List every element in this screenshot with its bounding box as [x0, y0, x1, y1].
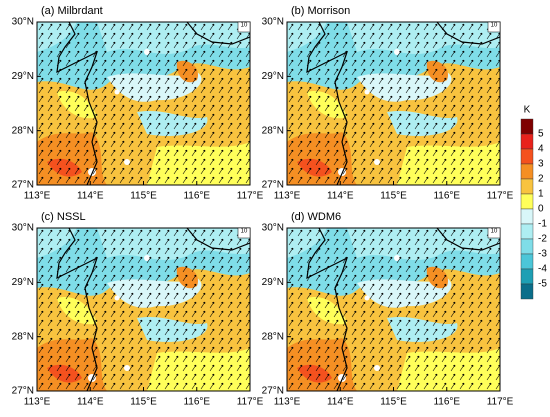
- x-tick-label: 114°E: [77, 191, 104, 202]
- y-tick-label: 30°N: [12, 223, 34, 234]
- y-tick-label: 27°N: [262, 180, 284, 191]
- colorbar-swatch: [520, 133, 534, 150]
- colorbar-label: 0: [538, 204, 544, 215]
- x-tick-label: 115°E: [130, 191, 157, 202]
- colorbar-swatch: [520, 223, 534, 240]
- colorbar-label: -3: [538, 249, 547, 260]
- map-panel: (b) Morrison 10 113°E 114°E 115°E 116°E 117°E 2…: [262, 5, 514, 202]
- x-tick-label: 117°E: [487, 191, 514, 202]
- colorbar-label: -4: [538, 264, 547, 275]
- x-tick-label: 116°E: [433, 191, 460, 202]
- colorbar-unit: K: [524, 105, 531, 116]
- colorbar-swatch: [520, 283, 534, 300]
- colorbar-label: 1: [538, 189, 544, 200]
- y-tick-label: 29°N: [12, 71, 34, 82]
- x-tick-label: 113°E: [24, 191, 51, 202]
- x-tick-label: 113°E: [24, 397, 51, 408]
- y-tick-label: 28°N: [262, 331, 284, 342]
- colorbar-swatch: [520, 118, 534, 135]
- colorbar-swatch: [520, 178, 534, 195]
- y-tick-label: 30°N: [12, 17, 34, 28]
- colorbar-label: 3: [538, 159, 544, 170]
- field-map: [37, 228, 250, 391]
- x-tick-label: 116°E: [433, 397, 460, 408]
- colorbar-label: 2: [538, 174, 544, 185]
- colorbar-swatch: [520, 163, 534, 180]
- reference-box: [237, 21, 251, 33]
- panel-title: (a) Milbrdant: [41, 5, 103, 17]
- colorbar-label: -2: [538, 234, 547, 245]
- reference-box: [487, 227, 501, 239]
- reference-box: [487, 21, 501, 33]
- x-tick-label: 114°E: [327, 191, 354, 202]
- x-tick-label: 117°E: [237, 397, 264, 408]
- x-tick-label: 117°E: [237, 191, 264, 202]
- x-tick-label: 114°E: [77, 397, 104, 408]
- reference-box: [237, 227, 251, 239]
- panel-title: (b) Morrison: [291, 5, 350, 17]
- colorbar-swatch: [520, 208, 534, 225]
- x-tick-label: 114°E: [327, 397, 354, 408]
- x-tick-label: 113°E: [274, 397, 301, 408]
- y-tick-label: 30°N: [262, 223, 284, 234]
- y-tick-label: 29°N: [262, 71, 284, 82]
- y-tick-label: 28°N: [262, 125, 284, 136]
- field-map: [37, 22, 250, 185]
- colorbar-swatch: [520, 193, 534, 210]
- x-tick-label: 115°E: [130, 397, 157, 408]
- panel-title: (d) WDM6: [291, 211, 341, 223]
- colorbar-label: 5: [538, 129, 544, 140]
- y-tick-label: 28°N: [12, 125, 34, 136]
- y-tick-label: 27°N: [262, 386, 284, 397]
- reference-vector-label: 10: [241, 23, 248, 29]
- y-tick-label: 27°N: [12, 180, 34, 191]
- x-tick-label: 115°E: [380, 191, 407, 202]
- colorbar-swatch: [520, 268, 534, 285]
- y-tick-label: 29°N: [12, 277, 34, 288]
- x-tick-label: 116°E: [183, 397, 210, 408]
- colorbar-label: 4: [538, 144, 544, 155]
- x-tick-label: 113°E: [274, 191, 301, 202]
- x-tick-label: 117°E: [487, 397, 514, 408]
- y-tick-label: 29°N: [262, 277, 284, 288]
- colorbar-swatch: [520, 148, 534, 165]
- colorbar-label: -5: [538, 279, 547, 290]
- x-tick-label: 115°E: [380, 397, 407, 408]
- field-map: [287, 22, 500, 185]
- map-panel: (c) NSSL 10 113°E 114°E 115°E 116°E 117°E 27°N 2…: [12, 211, 264, 408]
- x-tick-label: 116°E: [183, 191, 210, 202]
- y-tick-label: 27°N: [12, 386, 34, 397]
- y-tick-label: 28°N: [12, 331, 34, 342]
- map-panel: (d) WDM6 10 113°E 114°E 115°E 116°E 117°E 27°N 2…: [262, 211, 514, 408]
- reference-vector-label: 10: [241, 229, 248, 235]
- field-map: [287, 228, 500, 391]
- colorbar-label: -1: [538, 219, 547, 230]
- map-panel: (a) Milbrdant 10 113°E 114°E 115°E 116°E 117°E…: [12, 5, 264, 202]
- reference-vector-label: 10: [491, 229, 498, 235]
- reference-vector-label: 10: [491, 23, 498, 29]
- colorbar-swatch: [520, 238, 534, 255]
- colorbar-swatch: [520, 253, 534, 270]
- y-tick-label: 30°N: [262, 17, 284, 28]
- panel-title: (c) NSSL: [41, 211, 86, 223]
